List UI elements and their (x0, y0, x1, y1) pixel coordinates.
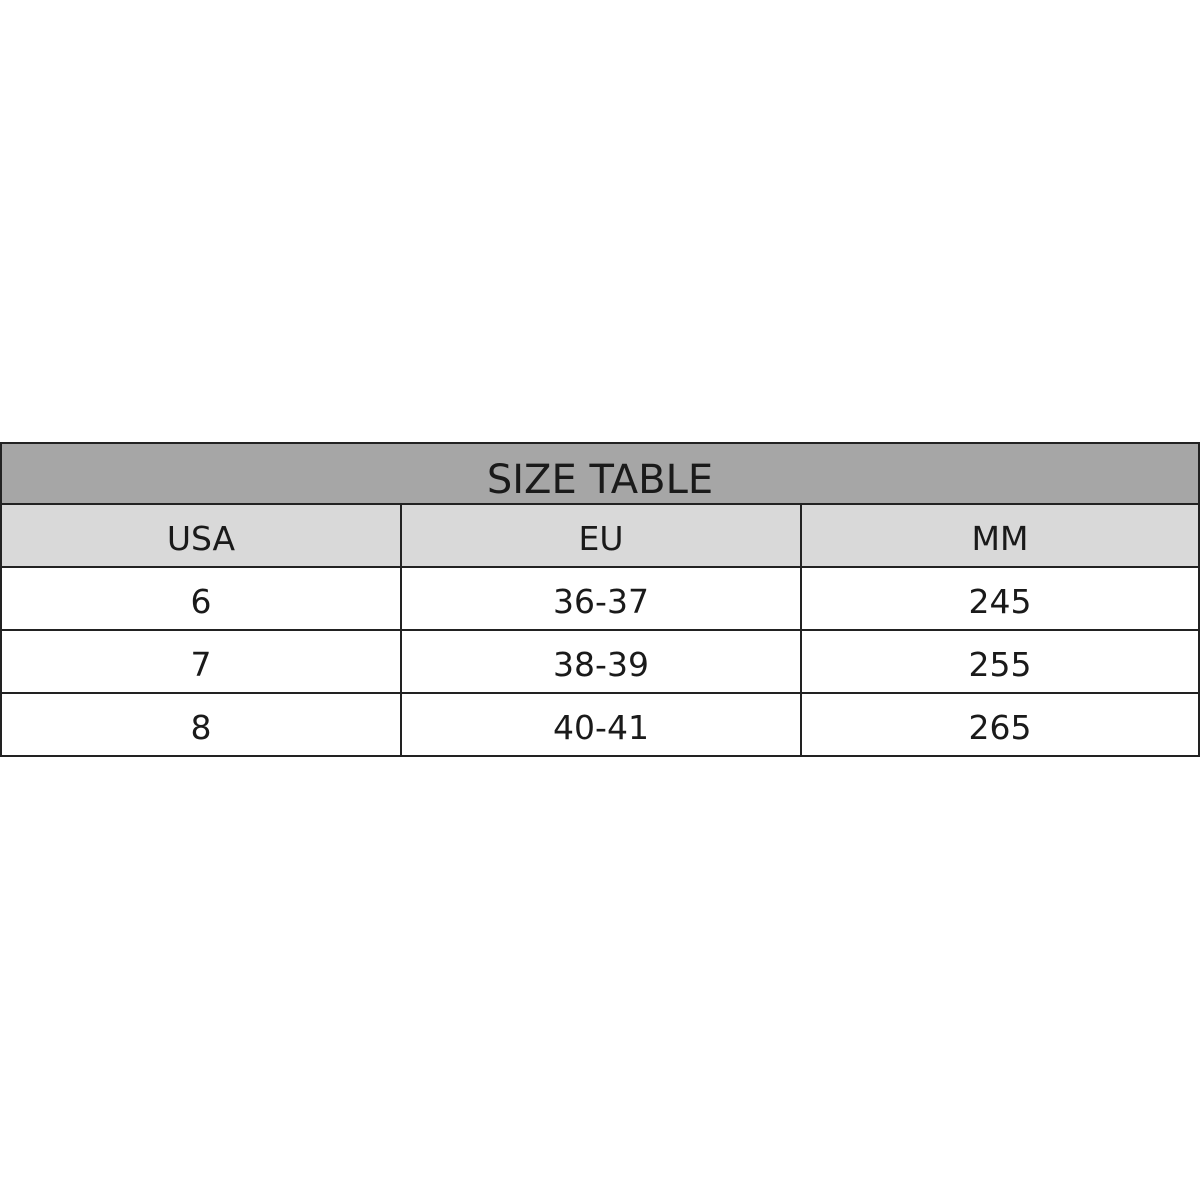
table-row: 6 36-37 245 (0, 568, 1200, 631)
table-header-row: USA EU MM (0, 505, 1200, 568)
table-title-row: SIZE TABLE (0, 442, 1200, 505)
cell-eu: 38-39 (400, 631, 800, 694)
header-mm: MM (800, 505, 1200, 568)
cell-usa: 8 (0, 694, 400, 757)
header-eu: EU (400, 505, 800, 568)
table-row: 8 40-41 265 (0, 694, 1200, 757)
table-title: SIZE TABLE (486, 456, 714, 503)
cell-eu: 40-41 (400, 694, 800, 757)
cell-mm: 265 (800, 694, 1200, 757)
table-row: 7 38-39 255 (0, 631, 1200, 694)
header-usa: USA (0, 505, 400, 568)
cell-eu: 36-37 (400, 568, 800, 631)
cell-mm: 245 (800, 568, 1200, 631)
cell-usa: 7 (0, 631, 400, 694)
cell-mm: 255 (800, 631, 1200, 694)
cell-usa: 6 (0, 568, 400, 631)
